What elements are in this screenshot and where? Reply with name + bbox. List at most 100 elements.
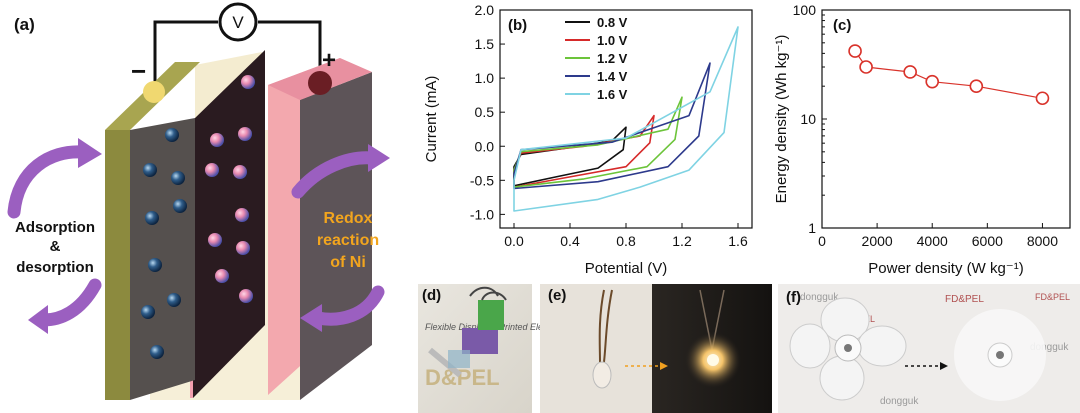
ragone-point <box>903 65 917 79</box>
voltmeter-label: V <box>232 13 244 32</box>
panel-c-label: (c) <box>833 17 851 34</box>
cv-x-tick-label: 0.4 <box>560 233 580 249</box>
fan-stopped <box>789 297 907 401</box>
ion <box>208 233 222 247</box>
binder-clip-green <box>478 300 504 330</box>
cv-legend-label: 1.0 V <box>597 33 628 48</box>
ragone-x-tick-label: 8000 <box>1027 233 1058 249</box>
ragone-chart: (c) 0 2000 4000 6000 8000 1 10 100 Power densit… <box>773 2 1071 277</box>
ragone-point <box>1035 91 1050 106</box>
voltmeter-icon <box>218 2 258 42</box>
redox-text-2: reaction <box>317 232 379 249</box>
cv-axes: 0.0 0.4 0.8 1.2 1.6 -1.0 -0.5 0.0 0.5 1.0 1.5 2.0 <box>470 2 753 249</box>
fan-hub-hole <box>844 344 852 352</box>
cv-curve-1.4V <box>513 62 711 190</box>
cv-y-tick-label: 1.0 <box>475 70 495 86</box>
ion <box>210 133 224 147</box>
panel-e-photos: (e) <box>540 284 772 413</box>
ragone-y-tick-label: 1 <box>808 220 816 236</box>
redox-text-3: of Ni <box>330 254 366 271</box>
panel-d-photo: Flexible Display & Printed Electronics D… <box>418 284 575 413</box>
photo-d-shape <box>428 347 462 378</box>
left-wire <box>153 20 218 92</box>
binder-clip-purple <box>462 328 498 354</box>
ion <box>241 75 255 89</box>
cv-x-tick-label: 1.6 <box>728 233 748 249</box>
ragone-y-tick-label: 100 <box>793 2 817 18</box>
cv-legend-label: 1.2 V <box>597 51 628 66</box>
positive-terminal <box>308 71 332 95</box>
ragone-y-tick-label: 10 <box>800 111 816 127</box>
arrow-head-icon <box>300 304 322 332</box>
watermark: dongguk <box>880 396 919 407</box>
cv-legend: 0.8 V 1.0 V 1.2 V 1.4 V 1.6 V <box>565 15 628 102</box>
ragone-point <box>848 44 862 58</box>
cv-curve-1.6V <box>513 26 739 212</box>
cv-x-tick-label: 0.8 <box>616 233 636 249</box>
cv-legend-label: 1.6 V <box>597 87 628 102</box>
watermark: dongguk <box>1030 342 1069 353</box>
panel-d-label: (d) <box>422 287 441 304</box>
cv-y-tick-label: 0.5 <box>475 104 495 120</box>
ragone-x-tick-label: 6000 <box>972 233 1003 249</box>
arrow-head-icon <box>78 138 102 168</box>
ion <box>215 269 229 283</box>
clip-wire <box>469 286 507 301</box>
fan-spinning <box>954 309 1046 401</box>
panel-a: (a) V − + <box>7 2 390 400</box>
ragone-line <box>854 50 1043 99</box>
fan-blade <box>819 355 865 401</box>
arrow-head-icon <box>368 144 390 172</box>
ion <box>145 211 159 225</box>
ion <box>171 171 185 185</box>
ragone-point <box>969 79 984 93</box>
cv-y-tick-label: 2.0 <box>475 2 495 18</box>
negative-terminal <box>143 81 165 103</box>
adsorption-arrows <box>7 145 102 327</box>
ion <box>239 289 253 303</box>
cv-legend-label: 0.8 V <box>597 15 628 30</box>
panel-f-photos: dongguk FD&PEL dongguk FD&PEL dongguk FD… <box>778 284 1080 413</box>
ion <box>167 293 181 307</box>
device-film <box>448 350 470 368</box>
ragone-point <box>859 60 873 74</box>
panel-b-label: (b) <box>508 17 527 34</box>
cv-x-tick-label: 0.0 <box>504 233 524 249</box>
fan-hub-hole <box>996 351 1004 359</box>
cv-legend-label: 1.4 V <box>597 69 628 84</box>
left-electrode-face <box>130 118 195 400</box>
redox-arrow-bottom <box>311 285 385 326</box>
minus-sign: − <box>131 56 146 86</box>
fan-blade <box>789 323 831 369</box>
ion <box>173 199 187 213</box>
fan-blade <box>857 325 907 367</box>
ragone-plot-frame <box>821 9 1071 229</box>
plus-sign: + <box>322 47 336 74</box>
watermark: FD&PEL <box>945 294 984 305</box>
panel-f-label: (f) <box>786 289 801 306</box>
ragone-x-tick-label: 4000 <box>917 233 948 249</box>
cv-y-tick-label: 1.5 <box>475 36 495 52</box>
ragone-y-axis-label: Energy density (Wh kg⁻¹) <box>773 35 790 204</box>
cv-chart: (b) 0.0 0.4 0.8 1.2 1.6 -1.0 -0.5 0.0 0.5 1.0 1.5 2… <box>423 2 753 277</box>
ragone-x-axis-label: Power density (W kg⁻¹) <box>868 260 1023 277</box>
adsorption-text-3: desorption <box>16 259 94 276</box>
adsorption-text-2: & <box>50 238 61 255</box>
adsorption-arrow-top <box>7 145 89 219</box>
led-bulb-on <box>707 354 719 366</box>
arrow-e-head-icon <box>660 362 668 370</box>
ragone-axes: 0 2000 4000 6000 8000 1 10 100 <box>793 2 1071 249</box>
arrow-f-head-icon <box>940 362 948 370</box>
ion <box>141 305 155 319</box>
arrow-head-icon <box>28 305 48 334</box>
ion <box>236 241 250 255</box>
cv-y-tick-label: -1.0 <box>470 206 494 222</box>
ion <box>143 163 157 177</box>
ion <box>150 345 164 359</box>
left-electrode-edge <box>105 130 130 400</box>
redox-text-1: Redox <box>324 210 373 227</box>
ragone-series <box>848 44 1050 106</box>
watermark: dongguk <box>800 292 839 303</box>
ragone-x-tick-label: 0 <box>818 233 826 249</box>
ion <box>148 258 162 272</box>
